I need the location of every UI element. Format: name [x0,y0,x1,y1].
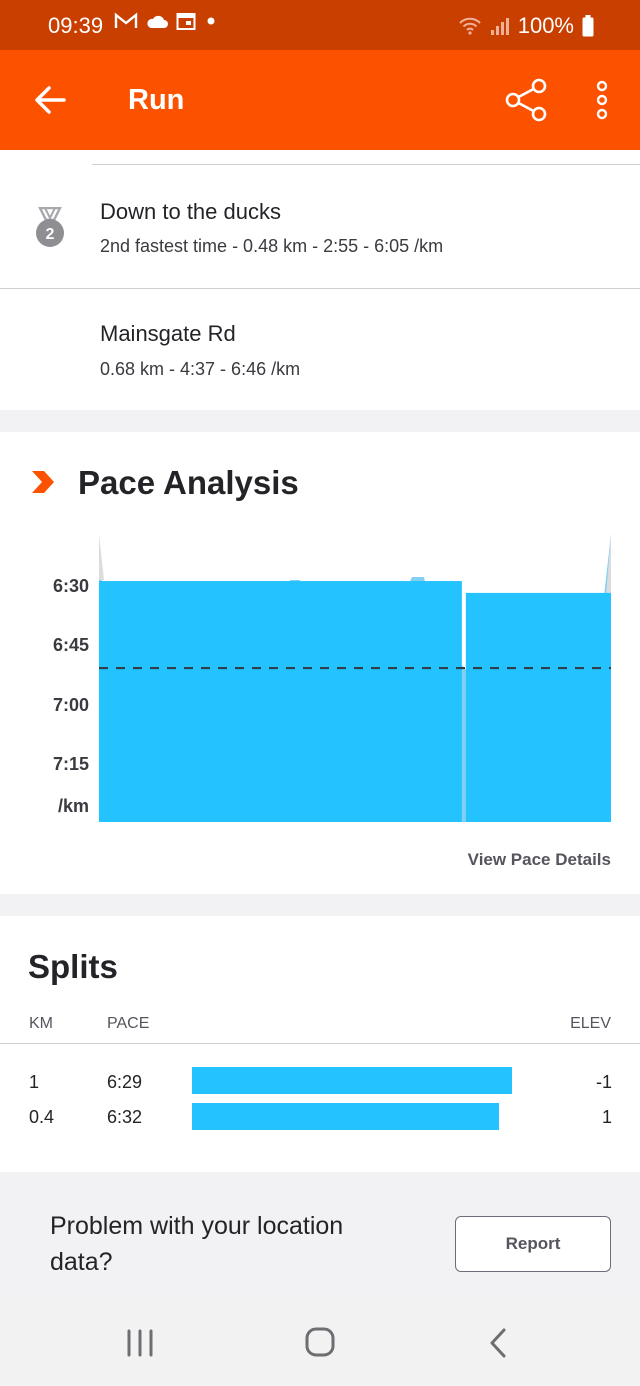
splits-title: Splits [28,948,118,985]
split-pace-bar [192,1067,512,1094]
splits-card: Splits KM PACE ELEV 1 6:29 -1 0.4 6:32 1 [0,916,640,1172]
y-tick-label: 6:30 [52,576,89,596]
segment-title: Mainsgate Rd [100,321,236,346]
cloud-icon [147,15,168,28]
wifi-icon [459,17,481,35]
battery-icon [582,15,594,37]
status-bar: 09:39 100% [0,0,640,50]
recent-apps-icon[interactable] [120,1326,160,1360]
medal-rank: 2 [46,226,55,243]
system-icons: 100% [458,13,594,39]
pace-column-header: PACE [107,1015,150,1032]
signal-icon [490,18,509,35]
y-tick-label: 7:00 [52,695,89,715]
segment-title: Down to the ducks [100,199,281,224]
divider [0,1043,640,1044]
segment-row[interactable]: Mainsgate Rd 0.68 km - 4:37 - 6:46 /km [0,289,640,410]
view-pace-details-link[interactable]: View Pace Details [467,850,611,869]
split-elev: 1 [601,1107,612,1127]
more-options-icon[interactable] [592,80,612,120]
page-title: Run [128,84,185,116]
pace-trace-edge [99,534,104,580]
split-elev: -1 [595,1072,612,1092]
pace-bar [465,592,611,822]
system-nav-bar [0,1300,640,1386]
segment-subtitle: 2nd fastest time - 0.48 km - 2:55 - 6:05… [100,236,444,256]
elev-column-header: ELEV [570,1015,611,1032]
split-km: 1 [29,1072,40,1092]
chevron-right-icon [32,471,54,493]
segment-subtitle: 0.68 km - 4:37 - 6:46 /km [100,359,301,379]
home-icon[interactable] [300,1326,340,1360]
split-pace-bar [192,1103,500,1130]
split-pace: 6:32 [107,1107,143,1127]
pace-analysis-card: Pace Analysis 6:30 6:45 7:00 7:15 /km Vi… [0,432,640,894]
segments-card: 2 Down to the ducks 2nd fastest time - 0… [0,150,640,410]
location-problem-text: Problem with your location data? [50,1212,344,1276]
pace-analysis-title: Pace Analysis [78,464,299,501]
y-tick-label: 7:15 [52,754,89,774]
gmail-icon [114,12,138,28]
battery-percent: 100% [517,13,574,38]
y-unit-label: /km [57,796,89,816]
divider [92,164,640,165]
divider [0,288,640,289]
calendar-icon [176,13,196,30]
app-bar: Run [0,50,640,150]
y-tick-label: 6:45 [52,635,89,655]
share-icon[interactable] [504,78,548,122]
split-km: 0.4 [29,1107,55,1127]
medal-icon: 2 [36,207,64,247]
pace-trace-edge [606,534,611,596]
pace-bar [99,581,462,822]
km-column-header: KM [29,1015,53,1032]
pace-chart[interactable] [0,522,640,832]
back-arrow-icon[interactable] [30,80,70,120]
back-icon[interactable] [478,1326,518,1360]
status-time: 09:39 [48,13,104,38]
report-button[interactable]: Report [455,1216,611,1272]
dot-icon [207,17,215,25]
segment-row[interactable]: 2 Down to the ducks 2nd fastest time - 0… [0,165,640,288]
notification-icons [114,12,218,30]
split-pace: 6:29 [107,1072,143,1092]
